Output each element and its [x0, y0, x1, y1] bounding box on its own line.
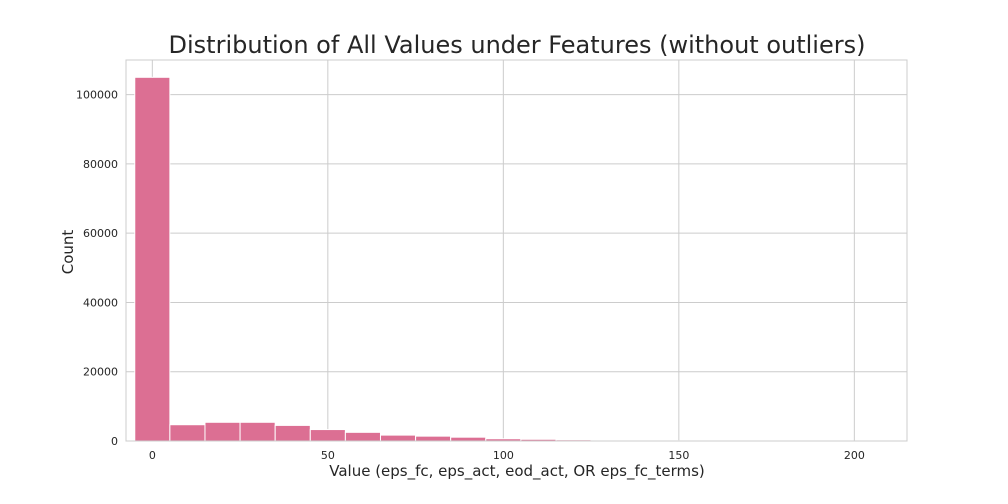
histogram-bar	[415, 435, 452, 442]
histogram-bar	[204, 421, 241, 442]
histogram-bar	[344, 431, 381, 442]
plot-frame	[125, 59, 908, 442]
chart-title: Distribution of All Values under Feature…	[169, 31, 866, 59]
y-tick-label: 0	[111, 435, 118, 448]
x-tick-label: 50	[321, 449, 335, 462]
x-axis-label: Value (eps_fc, eps_act, eod_act, OR eps_…	[329, 462, 705, 481]
histogram-bar	[309, 429, 346, 442]
histogram-bar	[379, 434, 417, 442]
y-tick-label: 40000	[83, 296, 118, 309]
x-tick-label: 150	[668, 449, 689, 462]
grid-lines	[126, 60, 907, 442]
x-tick-label: 100	[493, 449, 514, 462]
y-tick-labels: 0 20000 40000 60000 80000 100000	[76, 89, 118, 448]
histogram-bar	[134, 76, 171, 442]
x-tick-label: 0	[149, 449, 156, 462]
y-tick-label: 100000	[76, 89, 118, 102]
histogram-bars	[134, 76, 873, 442]
y-tick-label: 20000	[83, 366, 118, 379]
y-tick-label: 80000	[83, 158, 118, 171]
histogram-bar	[169, 424, 206, 442]
y-axis-label: Count	[59, 230, 77, 275]
histogram-bar	[239, 421, 276, 442]
histogram-bar	[450, 436, 487, 442]
y-tick-label: 60000	[83, 227, 118, 240]
histogram-bar	[274, 424, 311, 442]
x-tick-labels: 0 50 100 150 200	[149, 449, 865, 462]
x-tick-label: 200	[844, 449, 865, 462]
